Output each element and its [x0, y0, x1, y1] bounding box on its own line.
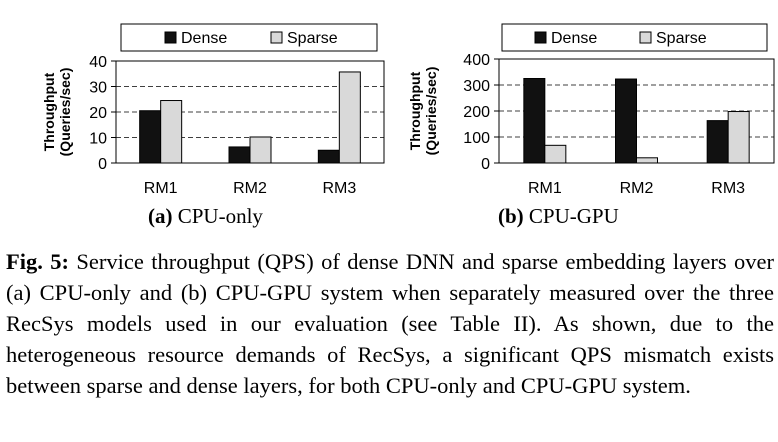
chart-cpu-gpu: 0 100 200 300 400 Throughput(Queries/sec) RM1 R… — [390, 0, 778, 236]
legend-swatch-dense — [534, 31, 547, 44]
bar-dense-rm3 — [706, 120, 729, 164]
x-tick-label: RM3 — [711, 180, 745, 197]
legend-swatch-dense — [164, 31, 177, 44]
chart-svg-1: 0 100 200 300 400 Throughput(Queries/sec) RM1 R… — [407, 23, 775, 197]
x-tick-label: RM3 — [322, 180, 356, 197]
y-tick-label: 20 — [89, 105, 107, 122]
figure-caption: Fig. 5: Service throughput (QPS) of dens… — [6, 246, 774, 401]
figure-caption-text: Service throughput (QPS) of dense DNN an… — [6, 249, 774, 398]
legend-label-sparse: Sparse — [656, 30, 707, 47]
legend-swatch-sparse — [639, 31, 652, 44]
y-axis-label: Throughput(Queries/sec) — [41, 68, 73, 157]
y-tick-label: 200 — [463, 104, 490, 121]
y-tick-label: 0 — [481, 156, 490, 173]
bar-sparse-rm2 — [249, 136, 272, 164]
subcaption-b-label: (b) — [498, 204, 524, 228]
legend: Dense Sparse — [501, 23, 768, 52]
y-tick-label: 0 — [98, 156, 107, 173]
legend: Dense Sparse — [120, 23, 378, 52]
subcaption-b-text: CPU-GPU — [528, 204, 619, 228]
x-tick-label: RM2 — [233, 180, 267, 197]
y-axis-label: Throughput(Queries/sec) — [407, 67, 439, 156]
legend-label-sparse: Sparse — [287, 30, 338, 47]
bar-sparse-rm3 — [338, 71, 361, 164]
legend-label-dense: Dense — [551, 30, 597, 47]
bar-sparse-rm3 — [727, 111, 750, 164]
y-tick-label: 10 — [89, 131, 107, 148]
chart-svg-0: 0 10 20 30 40 Throughput(Queries/sec) RM1 RM2 RM… — [41, 23, 385, 197]
figure-caption-label: Fig. 5: — [6, 249, 70, 274]
subcaption-a: (a) CPU-only — [148, 204, 263, 229]
subcaption-a-text: CPU-only — [177, 204, 263, 228]
y-tick-label: 40 — [89, 54, 107, 71]
chart-cpu-only: 0 10 20 30 40 Throughput(Queries/sec) RM1 RM2 RM… — [0, 0, 390, 236]
y-tick-label: 30 — [89, 80, 107, 97]
bar-dense-rm3 — [317, 149, 340, 164]
x-tick-label: RM1 — [144, 180, 178, 197]
legend-label-dense: Dense — [181, 30, 227, 47]
bar-dense-rm2 — [228, 146, 251, 164]
bar-dense-rm2 — [615, 78, 637, 164]
subcaption-a-label: (a) — [148, 204, 173, 228]
bar-sparse-rm2 — [636, 157, 658, 164]
y-tick-label: 400 — [463, 52, 490, 69]
bar-sparse-rm1 — [160, 100, 183, 164]
x-tick-label: RM1 — [528, 180, 562, 197]
y-tick-label: 300 — [463, 78, 490, 95]
bar-sparse-rm1 — [544, 144, 567, 164]
x-tick-label: RM2 — [620, 180, 654, 197]
subcaption-b: (b) CPU-GPU — [498, 204, 619, 229]
y-tick-label: 100 — [463, 130, 490, 147]
legend-swatch-sparse — [270, 31, 283, 44]
bar-dense-rm1 — [523, 78, 546, 164]
bar-dense-rm1 — [139, 110, 162, 164]
